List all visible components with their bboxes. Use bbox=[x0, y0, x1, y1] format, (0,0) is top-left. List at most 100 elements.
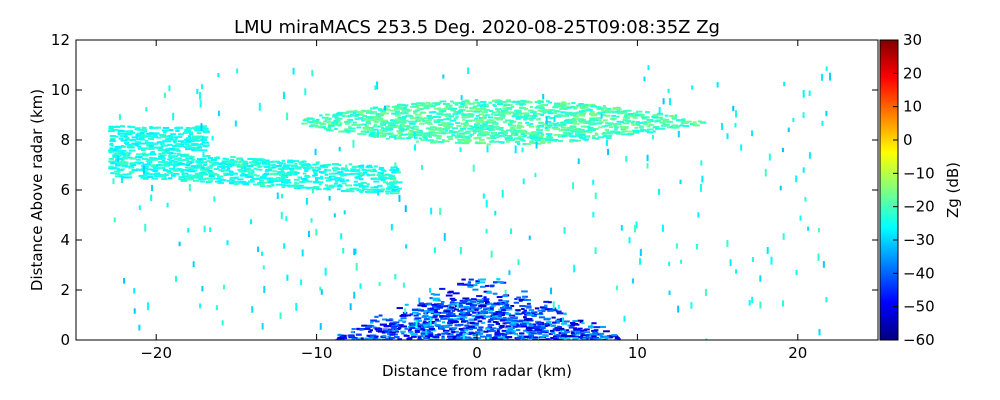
radar-echo bbox=[194, 149, 199, 152]
radar-echo bbox=[157, 173, 165, 176]
radar-echo bbox=[139, 142, 146, 145]
radar-echo bbox=[512, 325, 517, 328]
radar-echo bbox=[157, 167, 164, 170]
radar-echo bbox=[475, 282, 480, 285]
radar-echo bbox=[113, 217, 116, 223]
radar-echo bbox=[482, 114, 487, 117]
radar-echo bbox=[208, 173, 214, 176]
radar-echo bbox=[530, 117, 536, 120]
radar-echo bbox=[465, 132, 469, 135]
radar-echo bbox=[258, 183, 265, 186]
radar-echo bbox=[352, 111, 357, 114]
y-tick-label: 12 bbox=[51, 31, 70, 49]
radar-echo bbox=[802, 90, 805, 98]
radar-echo bbox=[566, 132, 571, 135]
radar-echo bbox=[466, 338, 473, 340]
radar-echo bbox=[537, 99, 544, 102]
radar-echo bbox=[556, 335, 562, 338]
radar-echo bbox=[407, 125, 411, 128]
radar-echo bbox=[226, 165, 233, 168]
radar-echo bbox=[460, 122, 467, 125]
radar-echo bbox=[203, 138, 207, 141]
radar-echo bbox=[553, 123, 558, 126]
radar-echo bbox=[368, 169, 373, 172]
radar-echo bbox=[217, 165, 223, 168]
radar-echo bbox=[513, 316, 519, 319]
radar-echo bbox=[644, 111, 650, 114]
radar-echo bbox=[241, 172, 246, 175]
radar-echo bbox=[770, 256, 773, 265]
radar-echo bbox=[244, 182, 249, 185]
radar-echo bbox=[402, 320, 407, 323]
radar-echo bbox=[492, 99, 497, 102]
radar-echo bbox=[779, 185, 782, 191]
radar-echo bbox=[157, 155, 165, 158]
radar-echo bbox=[126, 151, 129, 160]
radar-echo bbox=[478, 133, 483, 136]
radar-echo bbox=[627, 132, 634, 135]
radar-echo bbox=[393, 120, 399, 123]
radar-echo bbox=[472, 288, 479, 291]
radar-echo bbox=[157, 147, 161, 150]
radar-echo bbox=[311, 69, 314, 77]
radar-echo bbox=[374, 315, 379, 318]
radar-echo bbox=[799, 215, 802, 221]
radar-echo bbox=[506, 106, 513, 109]
radar-echo bbox=[503, 104, 510, 107]
radar-echo bbox=[802, 167, 805, 173]
radar-echo bbox=[145, 143, 150, 146]
radar-echo bbox=[188, 139, 195, 142]
radar-echo bbox=[502, 105, 507, 108]
radar-echo bbox=[208, 157, 214, 160]
radar-echo bbox=[609, 110, 614, 113]
radar-echo bbox=[451, 313, 456, 316]
radar-echo bbox=[135, 144, 139, 147]
radar-echo bbox=[467, 298, 472, 301]
radar-echo bbox=[458, 328, 464, 331]
radar-echo bbox=[625, 117, 630, 120]
radar-echo bbox=[221, 164, 226, 167]
radar-echo bbox=[302, 179, 309, 182]
radar-echo bbox=[434, 324, 441, 327]
radar-echo bbox=[422, 314, 429, 317]
radar-echo bbox=[432, 297, 440, 300]
radar-echo bbox=[635, 120, 640, 123]
radar-echo bbox=[590, 114, 598, 117]
radar-echo bbox=[427, 329, 431, 332]
radar-echo bbox=[570, 330, 576, 333]
radar-echo bbox=[292, 173, 298, 176]
radar-echo bbox=[337, 122, 343, 125]
radar-echo bbox=[535, 112, 542, 115]
radar-echo bbox=[517, 114, 522, 117]
radar-echo bbox=[468, 328, 473, 331]
radar-echo bbox=[338, 183, 342, 186]
radar-echo bbox=[151, 168, 156, 171]
radar-echo bbox=[135, 158, 141, 161]
radar-echo bbox=[323, 187, 331, 190]
radar-echo bbox=[372, 133, 378, 136]
radar-echo bbox=[310, 118, 315, 121]
radar-echo bbox=[144, 223, 147, 232]
radar-echo bbox=[294, 167, 298, 170]
radar-echo bbox=[602, 119, 608, 122]
radar-echo bbox=[215, 180, 220, 183]
radar-echo bbox=[553, 133, 560, 136]
radar-echo bbox=[176, 152, 181, 155]
radar-echo bbox=[370, 321, 374, 324]
radar-echo bbox=[391, 105, 397, 108]
radar-echo bbox=[147, 137, 154, 140]
radar-echo bbox=[472, 334, 478, 337]
radar-echo bbox=[138, 205, 141, 210]
radar-echo bbox=[175, 160, 179, 163]
radar-echo bbox=[516, 125, 521, 128]
radar-echo bbox=[387, 186, 395, 189]
radar-echo bbox=[429, 287, 432, 293]
radar-echo bbox=[751, 130, 754, 137]
radar-echo bbox=[528, 333, 534, 336]
radar-echo bbox=[418, 297, 421, 303]
radar-echo bbox=[474, 99, 479, 102]
radar-echo bbox=[117, 149, 121, 152]
radar-echo bbox=[620, 224, 623, 231]
radar-echo bbox=[484, 303, 490, 306]
